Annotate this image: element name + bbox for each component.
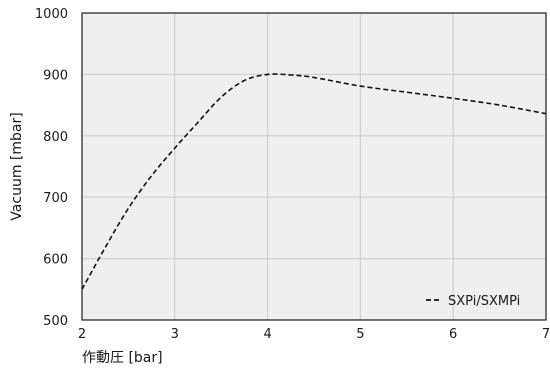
x-tick-label: 6 <box>449 327 457 342</box>
tick-labels: 2 3 4 5 6 7 500 600 700 800 900 1000 <box>35 7 550 342</box>
x-tick-label: 7 <box>542 327 550 342</box>
plot-frame <box>81 12 547 321</box>
series-layer <box>81 73 547 290</box>
y-axis-title: Vacuum [mbar] <box>9 112 25 220</box>
legend-label: SXPi/SXMPi <box>448 294 520 309</box>
series-line <box>81 73 547 290</box>
y-tick-label: 700 <box>43 191 68 206</box>
y-tick-label: 1000 <box>35 7 68 22</box>
x-axis-title: 作動圧 [bar] <box>82 350 163 366</box>
y-tick-label: 900 <box>43 68 68 83</box>
y-tick-label: 600 <box>43 253 68 268</box>
plot-area <box>82 13 546 320</box>
x-tick-label: 5 <box>356 327 364 342</box>
legend: SXPi/SXMPi <box>426 294 520 309</box>
x-tick-label: 3 <box>171 327 179 342</box>
y-tick-label: 800 <box>43 130 68 145</box>
x-tick-label: 4 <box>263 327 271 342</box>
y-tick-label: 500 <box>43 314 68 329</box>
x-tick-label: 2 <box>78 327 86 342</box>
